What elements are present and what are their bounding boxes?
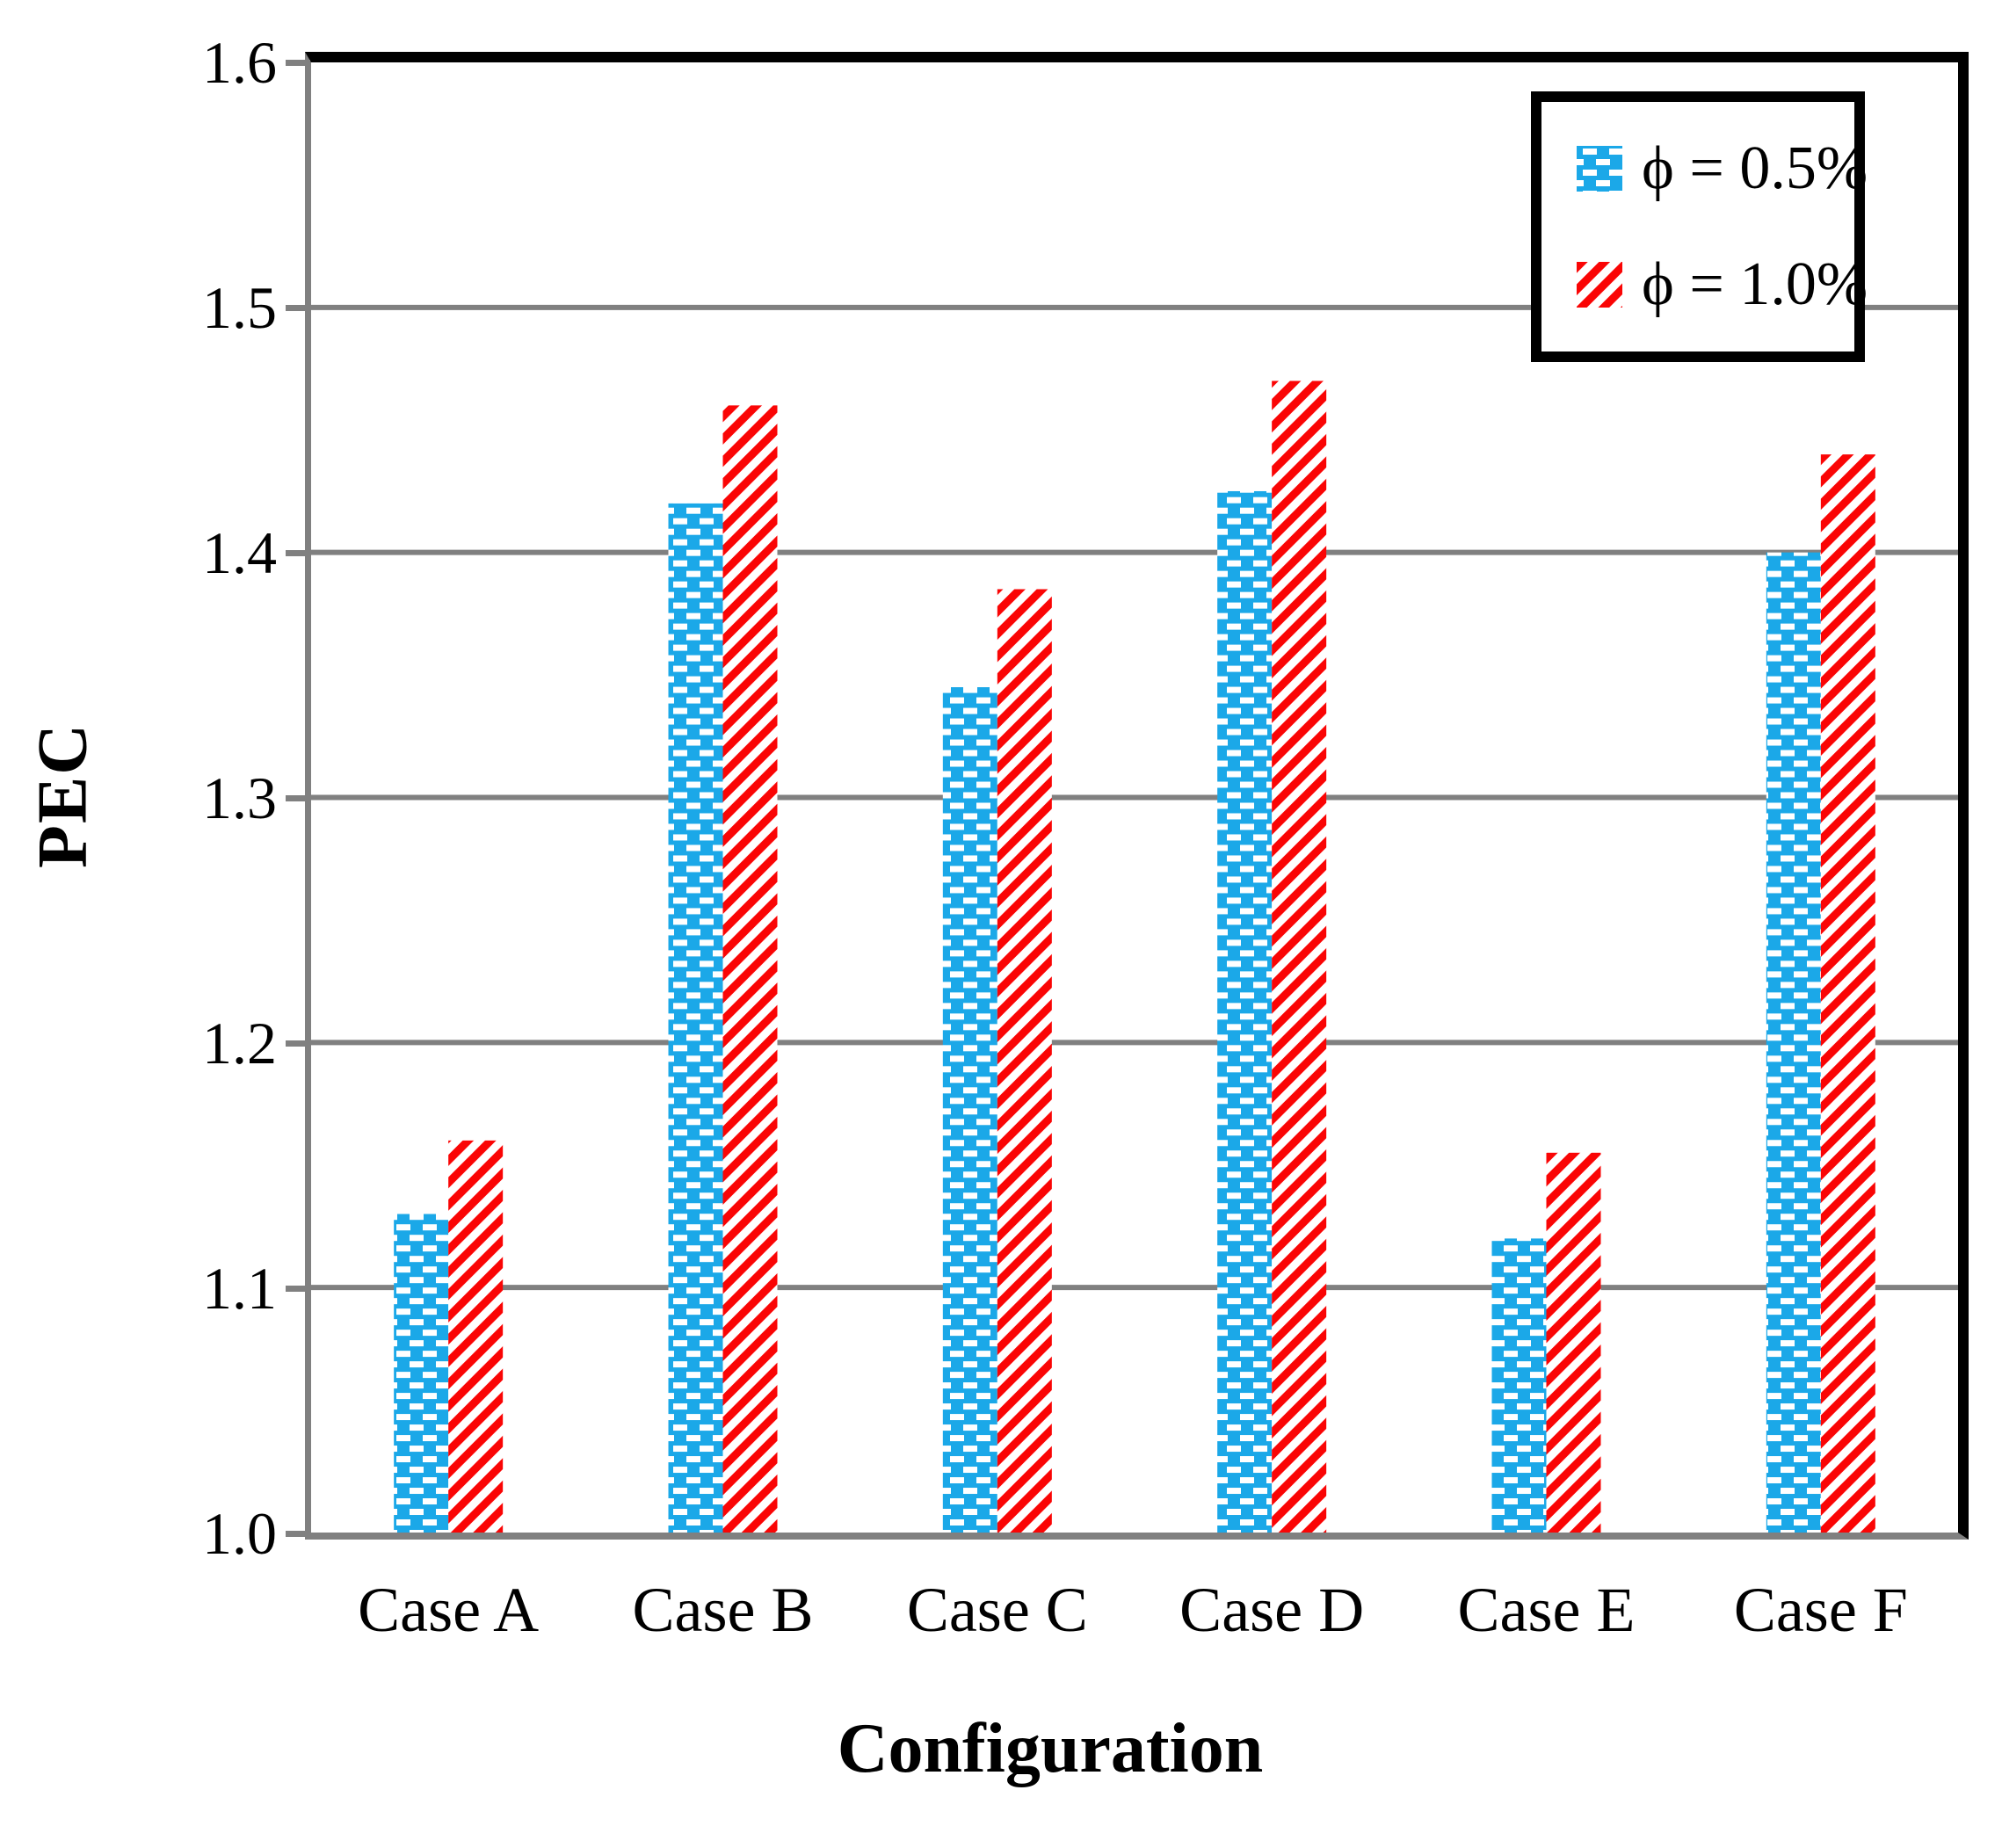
y-tick-1.3 xyxy=(286,795,310,801)
y-tick-1.6 xyxy=(286,60,310,66)
y-tick-label-1.3: 1.3 xyxy=(202,765,277,831)
bar-case-b--1.0- xyxy=(722,405,778,1533)
y-tick-label-1.6: 1.6 xyxy=(202,29,277,96)
bar-chart-canvas xyxy=(311,304,1958,1533)
y-tick-1.4 xyxy=(286,550,310,556)
y-tick-1.0 xyxy=(286,1531,310,1537)
legend: ϕ = 0.5% ϕ = 1.0% xyxy=(1531,91,1868,362)
legend-label-phi-1-0: ϕ = 1.0% xyxy=(1642,250,1868,318)
x-label-case-b: Case B xyxy=(632,1575,814,1645)
bar-case-a--0.5- xyxy=(394,1214,449,1533)
bar-case-a--1.0- xyxy=(448,1140,504,1533)
bar-case-f--1.0- xyxy=(1820,454,1875,1533)
bar-case-c--0.5- xyxy=(942,687,997,1533)
y-tick-label-1.2: 1.2 xyxy=(202,1010,277,1076)
bar-case-c--1.0- xyxy=(997,589,1052,1533)
x-label-case-f: Case F xyxy=(1733,1575,1908,1645)
y-tick-label-1.4: 1.4 xyxy=(202,519,277,586)
y-tick-1.5 xyxy=(286,305,310,311)
x-label-case-c: Case C xyxy=(906,1575,1088,1645)
x-label-case-e: Case E xyxy=(1457,1575,1636,1645)
y-tick-label-1.0: 1.0 xyxy=(202,1500,277,1567)
y-tick-1.1 xyxy=(286,1286,310,1292)
legend-swatch-blue-brick-icon xyxy=(1577,146,1622,192)
y-tick-label-1.5: 1.5 xyxy=(202,274,277,341)
legend-item-phi-0-5: ϕ = 0.5% xyxy=(1577,134,1868,204)
x-label-case-a: Case A xyxy=(358,1575,540,1645)
y-tick-1.2 xyxy=(286,1040,310,1047)
x-label-case-d: Case D xyxy=(1179,1575,1365,1645)
legend-label-phi-0-5: ϕ = 0.5% xyxy=(1642,134,1868,202)
y-axis-title: PEC xyxy=(24,722,102,868)
bar-case-d--1.0- xyxy=(1272,380,1327,1533)
bar-case-b--0.5- xyxy=(668,503,723,1533)
legend-swatch-red-stripes-icon xyxy=(1577,262,1622,308)
x-axis-title: Configuration xyxy=(837,1710,1264,1787)
bar-case-d--0.5- xyxy=(1217,490,1273,1533)
y-tick-label-1.1: 1.1 xyxy=(202,1255,277,1322)
bar-case-e--1.0- xyxy=(1546,1152,1601,1533)
bar-case-e--0.5- xyxy=(1491,1238,1547,1533)
legend-item-phi-1-0: ϕ = 1.0% xyxy=(1577,250,1868,320)
bar-case-f--0.5- xyxy=(1766,552,1821,1533)
